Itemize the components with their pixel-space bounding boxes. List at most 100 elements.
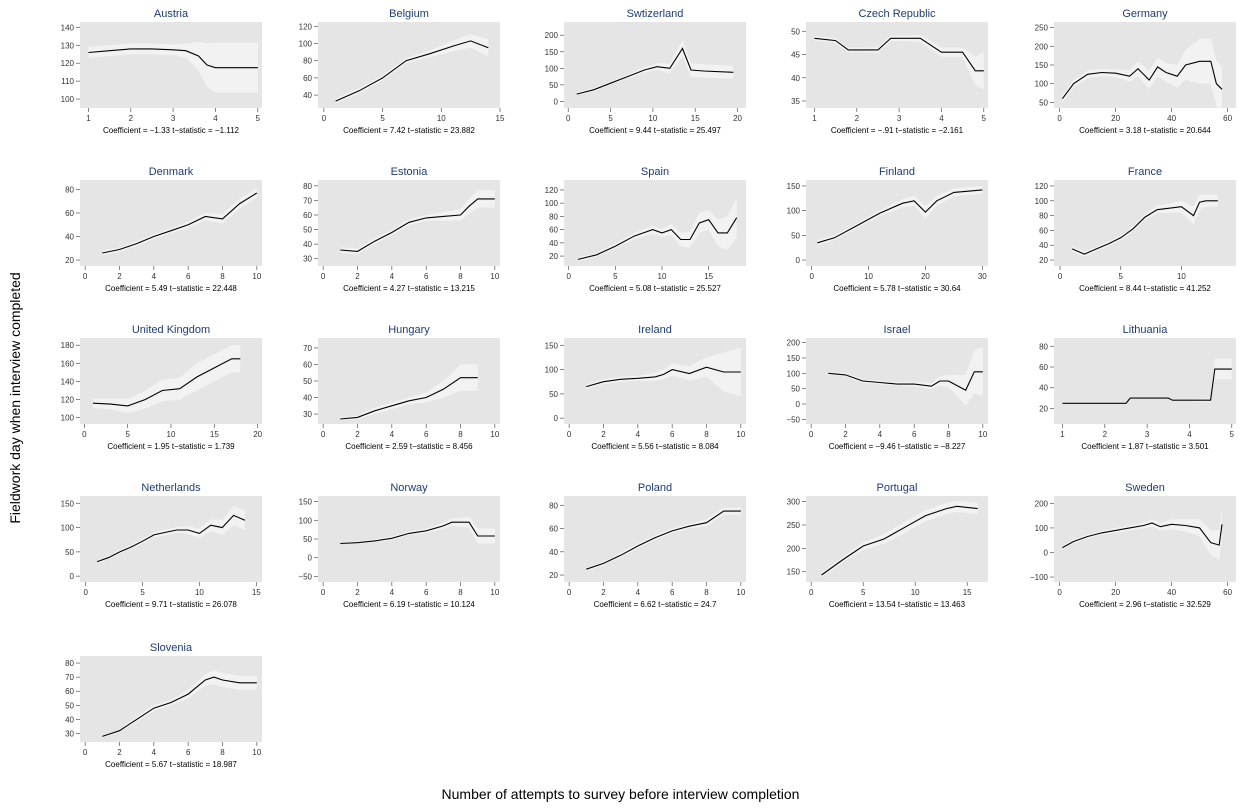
x-tick-label: 3 — [1145, 430, 1150, 439]
coefficient-caption: Coefficient = −.91 t−statistic = −2.161 — [831, 126, 964, 135]
x-axis-title: Number of attempts to survey before inte… — [441, 786, 800, 802]
x-tick-label: 4 — [152, 748, 157, 757]
y-tick-label: 40 — [549, 239, 558, 248]
y-tick-label: 30 — [303, 410, 312, 419]
y-tick-label: 50 — [1039, 98, 1048, 107]
series-line — [1062, 522, 1223, 549]
y-tick-label: 60 — [303, 74, 312, 83]
plot-content — [576, 40, 734, 96]
y-tick-label: 50 — [303, 226, 312, 235]
y-tick-label: 100 — [545, 64, 559, 73]
x-tick-label: 4 — [152, 272, 157, 281]
x-tick-label: 6 — [424, 588, 429, 597]
plot-content — [586, 347, 741, 397]
series-line — [586, 510, 741, 570]
panel-norway: Norway −50 0 50 100 150 0 2 4 6 8 10 Coefficient = 6… — [298, 482, 500, 609]
y-tick-label: 150 — [545, 48, 559, 57]
y-tick-label: 80 — [65, 185, 74, 194]
x-tick-label: 10 — [195, 588, 204, 597]
x-tick-label: 2 — [601, 430, 606, 439]
y-tick-label: 100 — [61, 95, 75, 104]
x-tick-label: 2 — [117, 748, 122, 757]
confidence-band — [102, 188, 257, 256]
x-tick-label: 10 — [658, 272, 667, 281]
y-tick-label: 150 — [787, 182, 801, 191]
series-line — [92, 358, 241, 407]
y-tick-label: 100 — [1035, 197, 1049, 206]
plot-content — [340, 190, 495, 255]
y-axis-title: Fieldwork day when interview completed — [7, 272, 23, 523]
y-tick-label: 150 — [787, 568, 801, 577]
panel-title: Norway — [390, 482, 428, 494]
x-tick-label: 10 — [490, 272, 499, 281]
panel-hungary: Hungary 30 40 50 60 70 0 2 4 6 8 10 Coefficient = 2.… — [303, 324, 500, 451]
y-tick-label: 40 — [65, 233, 74, 242]
y-tick-label: 150 — [545, 341, 559, 350]
x-tick-label: 4 — [390, 430, 395, 439]
coefficient-caption: Coefficient = 5.08 t−statistic = 25.527 — [589, 284, 721, 293]
y-tick-label: 100 — [1035, 80, 1049, 89]
x-tick-label: 6 — [670, 430, 675, 439]
y-tick-label: 60 — [65, 687, 74, 696]
y-tick-label: 50 — [549, 81, 558, 90]
coefficient-caption: Coefficient = 13.54 t−statistic = 13.463 — [829, 600, 966, 609]
series-line — [96, 514, 246, 563]
x-tick-label: 0 — [809, 272, 814, 281]
x-tick-label: 2 — [355, 272, 360, 281]
x-tick-label: 2 — [1103, 430, 1108, 439]
y-tick-label: 150 — [299, 498, 313, 507]
panel-ireland: Ireland 0 50 100 150 0 2 4 6 8 10 Coefficient = 5.5… — [545, 324, 746, 451]
x-tick-label: 5 — [608, 114, 613, 123]
plot-content — [1071, 194, 1218, 257]
y-tick-label: 100 — [545, 199, 559, 208]
confidence-band — [1072, 194, 1218, 257]
x-tick-label: 40 — [1167, 114, 1176, 123]
y-tick-label: 20 — [1039, 256, 1048, 265]
x-tick-label: 1 — [812, 114, 817, 123]
x-tick-label: 8 — [704, 588, 709, 597]
plot-content — [96, 505, 246, 564]
x-tick-label: 4 — [390, 272, 395, 281]
x-tick-label: 60 — [1223, 114, 1232, 123]
x-tick-label: 0 — [567, 588, 572, 597]
plot-content — [102, 188, 258, 256]
coefficient-caption: Coefficient = 5.78 t−statistic = 30.64 — [833, 284, 961, 293]
x-tick-label: 0 — [83, 588, 88, 597]
x-tick-label: 20 — [1111, 114, 1120, 123]
confidence-band — [93, 345, 241, 414]
x-tick-label: 10 — [911, 588, 920, 597]
x-tick-label: 3 — [171, 114, 176, 123]
plot-content — [1062, 509, 1223, 560]
x-tick-label: 60 — [1223, 588, 1232, 597]
plot-content — [817, 185, 983, 246]
coefficient-caption: Coefficient = 8.44 t−statistic = 41.252 — [1079, 284, 1211, 293]
y-tick-label: 50 — [549, 390, 558, 399]
y-tick-label: 200 — [787, 339, 801, 348]
y-tick-label: 60 — [65, 209, 74, 218]
y-tick-label: 70 — [303, 196, 312, 205]
panel-denmark: Denmark 20 40 60 80 0 2 4 6 8 10 Coefficient = 5.49… — [65, 166, 262, 293]
coefficient-caption: Coefficient = 3.18 t−statistic = 20.644 — [1079, 126, 1211, 135]
y-tick-label: −50 — [786, 415, 800, 424]
confidence-band — [97, 505, 245, 564]
confidence-band — [88, 41, 258, 93]
panel-germany: Germany 50 100 150 200 250 0 20 40 60 Coefficient … — [1035, 8, 1236, 135]
y-tick-label: 50 — [65, 701, 74, 710]
series-line — [102, 192, 258, 254]
y-tick-label: 100 — [299, 516, 313, 525]
y-tick-label: 200 — [787, 544, 801, 553]
plot-area — [1054, 180, 1236, 266]
confidence-band — [1062, 358, 1232, 405]
coefficient-caption: Coefficient = 9.44 t−statistic = 25.497 — [589, 126, 721, 135]
panel-title: Israel — [884, 324, 911, 336]
y-tick-label: 250 — [787, 521, 801, 530]
y-tick-label: 40 — [1039, 241, 1048, 250]
x-tick-label: 10 — [167, 430, 176, 439]
x-tick-label: 20 — [733, 114, 742, 123]
x-tick-label: 10 — [252, 272, 261, 281]
y-tick-label: 60 — [1039, 363, 1048, 372]
panel-spain: Spain 20 40 60 80 100 120 0 5 10 15 Coefficient = 5… — [545, 166, 746, 293]
x-tick-label: 5 — [861, 588, 866, 597]
panel-austria: Austria 100 110 120 130 140 1 2 3 4 5 Coefficient =… — [61, 8, 262, 135]
y-tick-label: 0 — [70, 572, 75, 581]
